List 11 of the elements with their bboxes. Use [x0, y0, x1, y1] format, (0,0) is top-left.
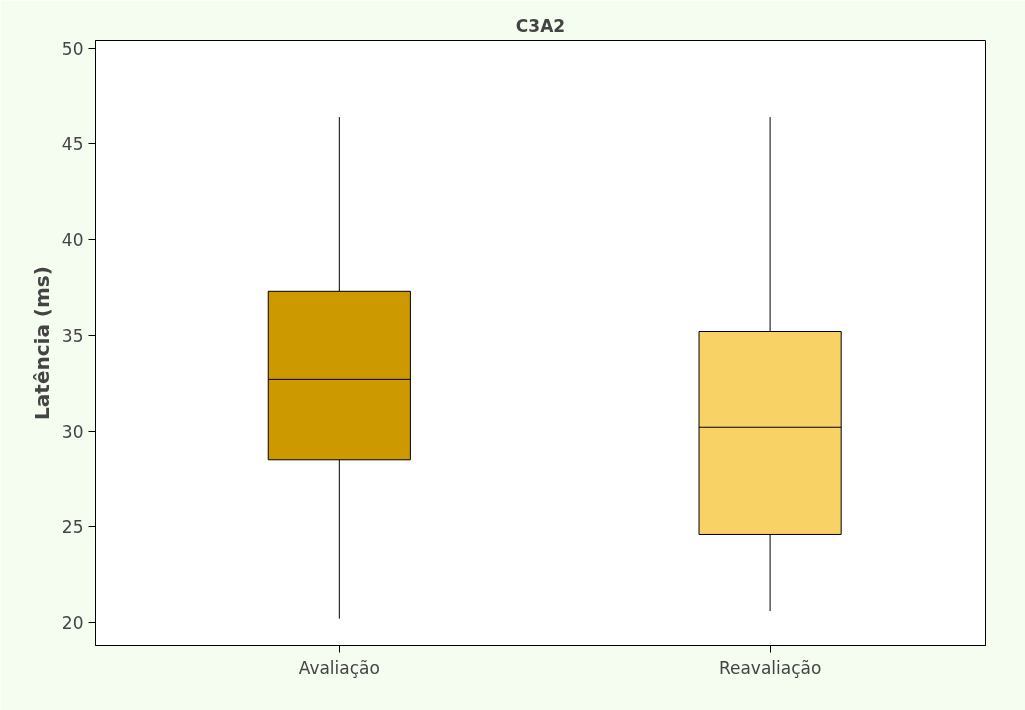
x-tick-label: Avaliação	[298, 657, 380, 678]
y-tick-label: 20	[61, 613, 84, 634]
y-tick-label: 25	[61, 517, 84, 538]
y-tick-label: 45	[61, 134, 84, 155]
chart-title: C3A2	[515, 15, 566, 36]
y-tick-label: 35	[61, 325, 84, 346]
y-tick-label: 40	[61, 230, 84, 251]
x-tick-label: Reavaliação	[718, 657, 822, 678]
y-tick-label: 30	[61, 421, 84, 442]
y-axis-title: Latência (ms)	[29, 266, 54, 420]
y-tick-label: 50	[61, 38, 84, 59]
